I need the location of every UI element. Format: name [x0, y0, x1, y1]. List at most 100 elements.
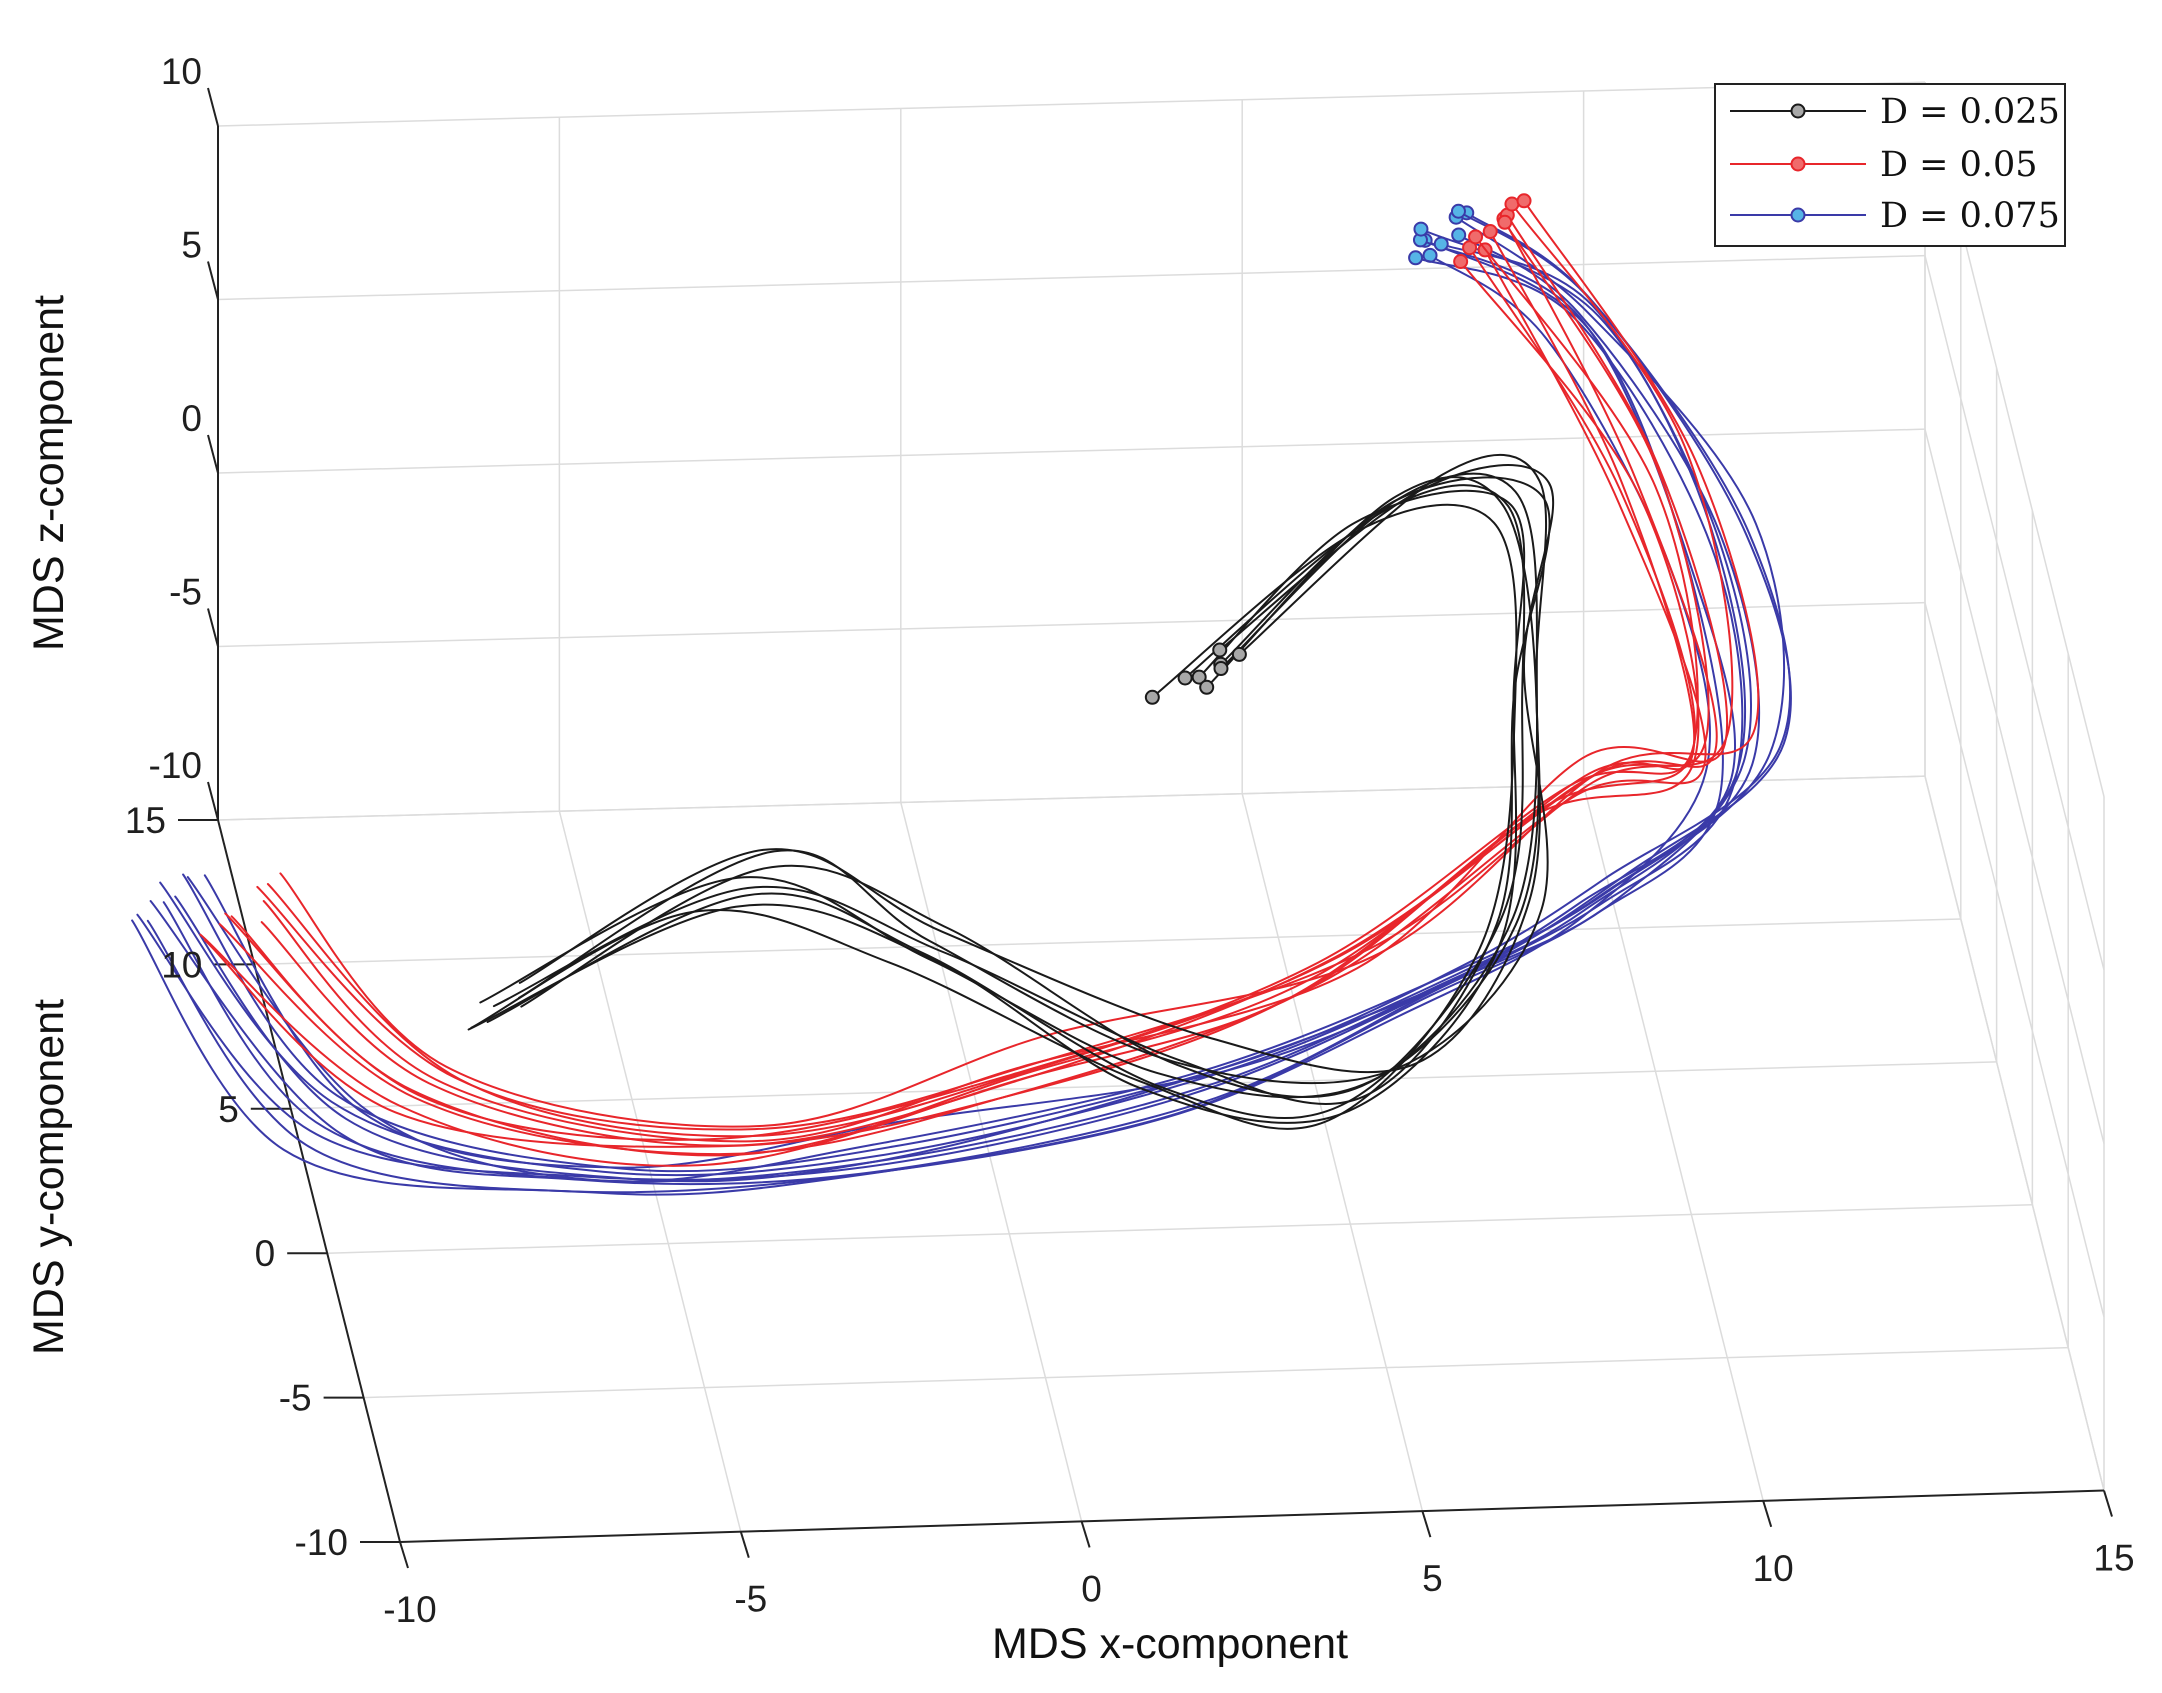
- z-tick-label: -10: [149, 745, 202, 786]
- trajectory-end-marker: [1451, 227, 1467, 243]
- grid-line: [1924, 255, 2105, 971]
- y-tick-label: -5: [279, 1378, 312, 1419]
- trajectory-line: [279, 199, 1760, 1128]
- y-tick-label: 0: [255, 1233, 276, 1274]
- trajectory-line: [162, 228, 1747, 1183]
- trajectory-line: [518, 454, 1548, 1074]
- trajectory-line: [203, 246, 1696, 1148]
- x-tick-mark: [2103, 1490, 2113, 1517]
- trajectory-line: [479, 476, 1540, 1099]
- trajectory-line: [186, 216, 1786, 1183]
- grid-line: [1582, 784, 1764, 1502]
- trajectory-line: [224, 235, 1699, 1141]
- x-tick-mark: [399, 1541, 409, 1569]
- grid-line: [217, 254, 1926, 301]
- legend-swatch-marker: [1790, 207, 1806, 223]
- trajectory-line: [146, 239, 1724, 1196]
- trajectory-end-marker: [1144, 689, 1160, 705]
- x-tick-mark: [1421, 1510, 1432, 1538]
- legend-swatch-marker: [1790, 156, 1806, 172]
- grid-layer: [217, 81, 2105, 1543]
- trajectory-end-marker: [1213, 661, 1229, 677]
- trajectory-end-marker: [1433, 236, 1449, 252]
- legend-entry-d0075: D = 0.075: [1730, 196, 2060, 236]
- trajectory-line: [136, 238, 1737, 1181]
- trajectory-line: [131, 254, 1712, 1194]
- trajectory-end-marker: [1212, 642, 1228, 658]
- trajectory-line: [260, 217, 1718, 1147]
- series-0: [467, 454, 1555, 1130]
- grid-line: [327, 1204, 2033, 1254]
- x-tick-label: -10: [383, 1589, 436, 1630]
- z-tick-label: 5: [181, 225, 202, 266]
- trajectory-end-marker: [1231, 646, 1247, 662]
- y-axis-label: MDS y-component: [25, 999, 73, 1355]
- grid-line: [1924, 428, 2105, 1144]
- grid-line: [254, 918, 1961, 966]
- trajectory-line: [182, 211, 1792, 1173]
- trajectory-end-marker: [1450, 203, 1466, 219]
- x-tick-mark: [1762, 1500, 1773, 1528]
- grid-line: [363, 1346, 2069, 1399]
- legend-label-d005: D = 0.05: [1880, 145, 2038, 185]
- trajectory-line: [230, 230, 1696, 1157]
- grid-line: [217, 81, 1926, 127]
- trajectory-end-marker: [1199, 679, 1215, 695]
- legend-entry-d005: D = 0.05: [1730, 145, 2038, 185]
- trajectory-line: [262, 214, 1729, 1143]
- x-tick-mark: [1080, 1521, 1091, 1548]
- y-tick-label: -10: [295, 1522, 348, 1563]
- x-tick-label: 10: [1753, 1548, 1794, 1589]
- z-tick-mark: [207, 608, 219, 647]
- trajectory-line: [492, 476, 1551, 1105]
- x-tick-mark: [739, 1531, 750, 1559]
- series-layer: [131, 193, 1792, 1196]
- grid-line: [290, 1061, 1997, 1110]
- trajectory-end-marker: [1408, 250, 1424, 266]
- trajectory-end-marker: [1516, 193, 1532, 209]
- trajectory-end-marker: [1177, 670, 1193, 686]
- z-tick-mark: [207, 781, 219, 821]
- y-tick-label: 15: [125, 800, 166, 841]
- z-tick-label: 10: [161, 51, 202, 92]
- grid-line: [1241, 793, 1424, 1512]
- grid-line: [900, 802, 1083, 1522]
- x-axis-line: [399, 1489, 2105, 1543]
- trajectory-line: [520, 472, 1539, 1099]
- z-tick-mark: [207, 87, 219, 127]
- y-tick-label: 10: [161, 944, 202, 985]
- legend-label-d0025: D = 0.025: [1880, 92, 2060, 132]
- trajectory-line: [203, 210, 1792, 1169]
- trajectory-end-marker: [1504, 196, 1520, 212]
- trajectory-end-marker: [1191, 669, 1207, 685]
- trajectory-line: [486, 484, 1526, 1120]
- x-tick-label: 15: [2093, 1538, 2134, 1579]
- trajectory-end-marker: [1453, 254, 1469, 270]
- x-tick-label: 5: [1422, 1558, 1443, 1599]
- y-tick-label: 5: [218, 1089, 239, 1130]
- y-axis-line: [217, 819, 401, 1543]
- trajectory-line: [149, 256, 1744, 1186]
- grid-line: [217, 601, 1926, 648]
- trajectory-line: [518, 464, 1555, 1085]
- trajectory-line: [256, 203, 1734, 1131]
- trajectory-line: [266, 221, 1710, 1138]
- series-2: [131, 203, 1792, 1196]
- x-axis-label: MDS x-component: [992, 1620, 1348, 1668]
- grid-line: [217, 428, 1926, 474]
- z-tick-label: -5: [169, 572, 202, 613]
- trajectory-line: [218, 248, 1707, 1156]
- z-tick-mark: [207, 261, 219, 300]
- trajectory-end-marker: [1497, 214, 1513, 230]
- grid-line: [1924, 602, 2105, 1318]
- tick-labels: -10 -5 0 5 10 15 -10 -5 0 5 10 15 -10 -5 0 5 10: [125, 51, 2135, 1630]
- x-tick-label: -5: [734, 1579, 767, 1620]
- trajectory-end-marker: [1468, 229, 1484, 245]
- series-1: [199, 193, 1760, 1167]
- trajectory-end-marker: [1482, 224, 1498, 240]
- x-tick-label: 0: [1081, 1568, 1102, 1609]
- legend: D = 0.025 D = 0.05 D = 0.075: [1714, 83, 2066, 247]
- z-tick-label: 0: [181, 398, 202, 439]
- legend-swatch-marker: [1790, 103, 1806, 119]
